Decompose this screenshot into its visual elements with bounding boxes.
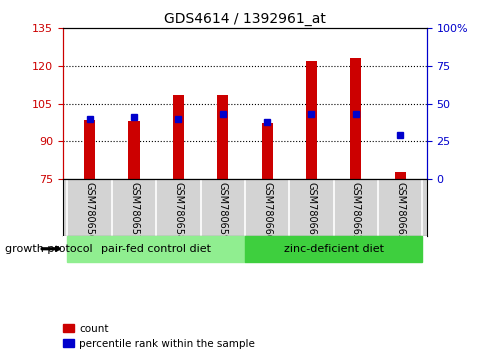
Text: GSM780659: GSM780659 — [217, 182, 227, 241]
Bar — [84, 120, 95, 179]
Bar — [305, 61, 317, 179]
Bar — [349, 58, 361, 179]
Text: GSM780660: GSM780660 — [261, 182, 272, 241]
Text: pair-fed control diet: pair-fed control diet — [101, 244, 211, 254]
Legend: count, percentile rank within the sample: count, percentile rank within the sample — [63, 324, 255, 349]
Bar — [128, 121, 139, 179]
Bar — [394, 172, 405, 179]
Bar — [244, 235, 422, 262]
Bar — [217, 95, 228, 179]
Title: GDS4614 / 1392961_at: GDS4614 / 1392961_at — [164, 12, 325, 26]
Text: GSM780663: GSM780663 — [394, 182, 404, 241]
Text: GSM780658: GSM780658 — [173, 182, 183, 241]
Bar — [172, 95, 183, 179]
Bar — [261, 122, 272, 179]
Text: growth protocol: growth protocol — [5, 244, 92, 254]
Text: GSM780656: GSM780656 — [85, 182, 94, 241]
Bar — [67, 235, 244, 262]
Text: zinc-deficient diet: zinc-deficient diet — [283, 244, 383, 254]
Text: GSM780657: GSM780657 — [129, 182, 139, 241]
Text: GSM780661: GSM780661 — [306, 182, 316, 241]
Text: GSM780662: GSM780662 — [350, 182, 360, 241]
